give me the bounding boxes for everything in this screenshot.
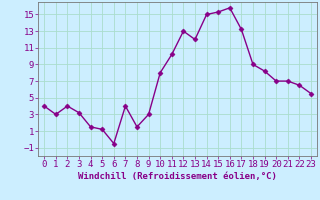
X-axis label: Windchill (Refroidissement éolien,°C): Windchill (Refroidissement éolien,°C) (78, 172, 277, 181)
